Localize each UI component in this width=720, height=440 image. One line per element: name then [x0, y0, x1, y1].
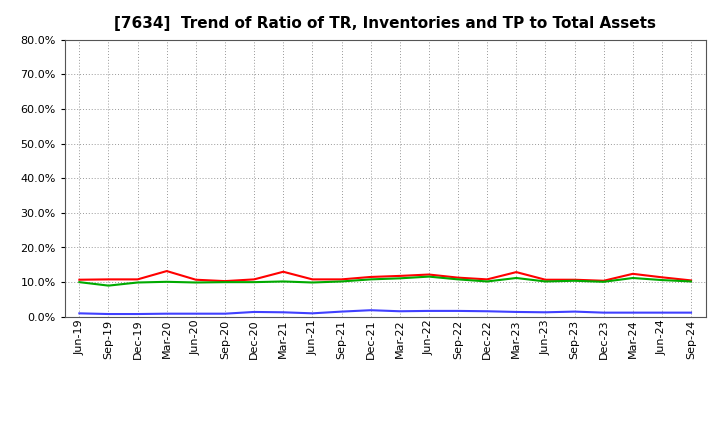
Inventories: [483, 308, 492, 314]
Trade Payables: [629, 275, 637, 281]
Trade Receivables: [687, 278, 696, 283]
Inventories: [192, 311, 200, 316]
Trade Payables: [599, 279, 608, 284]
Trade Payables: [337, 279, 346, 284]
Trade Receivables: [192, 277, 200, 282]
Trade Payables: [192, 280, 200, 285]
Inventories: [308, 311, 317, 316]
Trade Payables: [512, 275, 521, 281]
Trade Payables: [163, 279, 171, 284]
Trade Payables: [483, 279, 492, 284]
Trade Receivables: [220, 279, 229, 284]
Inventories: [133, 312, 142, 317]
Line: Trade Receivables: Trade Receivables: [79, 271, 691, 281]
Trade Receivables: [104, 277, 113, 282]
Trade Payables: [454, 277, 462, 282]
Trade Payables: [133, 280, 142, 285]
Inventories: [366, 308, 375, 313]
Trade Payables: [308, 280, 317, 285]
Trade Receivables: [163, 268, 171, 274]
Inventories: [657, 310, 666, 315]
Trade Payables: [250, 279, 258, 285]
Inventories: [163, 311, 171, 316]
Inventories: [512, 309, 521, 315]
Inventories: [541, 310, 550, 315]
Inventories: [104, 312, 113, 317]
Inventories: [599, 310, 608, 315]
Trade Payables: [657, 278, 666, 283]
Line: Trade Payables: Trade Payables: [79, 277, 691, 286]
Trade Payables: [104, 283, 113, 288]
Trade Payables: [425, 274, 433, 279]
Trade Receivables: [75, 277, 84, 282]
Trade Receivables: [133, 277, 142, 282]
Trade Payables: [366, 277, 375, 282]
Line: Inventories: Inventories: [79, 310, 691, 314]
Trade Receivables: [570, 277, 579, 282]
Trade Payables: [220, 279, 229, 285]
Trade Payables: [395, 276, 404, 281]
Trade Receivables: [657, 275, 666, 280]
Trade Receivables: [395, 273, 404, 279]
Trade Payables: [279, 279, 287, 284]
Trade Payables: [75, 279, 84, 285]
Trade Receivables: [483, 277, 492, 282]
Inventories: [425, 308, 433, 314]
Inventories: [337, 309, 346, 314]
Trade Receivables: [366, 274, 375, 279]
Inventories: [395, 308, 404, 314]
Trade Receivables: [599, 278, 608, 283]
Trade Receivables: [425, 272, 433, 277]
Trade Receivables: [279, 269, 287, 275]
Inventories: [250, 309, 258, 315]
Trade Receivables: [308, 277, 317, 282]
Inventories: [629, 310, 637, 315]
Inventories: [454, 308, 462, 314]
Trade Receivables: [512, 269, 521, 275]
Trade Payables: [541, 279, 550, 284]
Trade Receivables: [629, 271, 637, 276]
Trade Receivables: [337, 277, 346, 282]
Trade Receivables: [454, 275, 462, 280]
Trade Receivables: [250, 277, 258, 282]
Inventories: [687, 310, 696, 315]
Trade Payables: [570, 278, 579, 283]
Inventories: [570, 309, 579, 314]
Inventories: [279, 310, 287, 315]
Trade Payables: [687, 279, 696, 284]
Title: [7634]  Trend of Ratio of TR, Inventories and TP to Total Assets: [7634] Trend of Ratio of TR, Inventories…: [114, 16, 656, 32]
Inventories: [220, 311, 229, 316]
Inventories: [75, 311, 84, 316]
Trade Receivables: [541, 277, 550, 282]
